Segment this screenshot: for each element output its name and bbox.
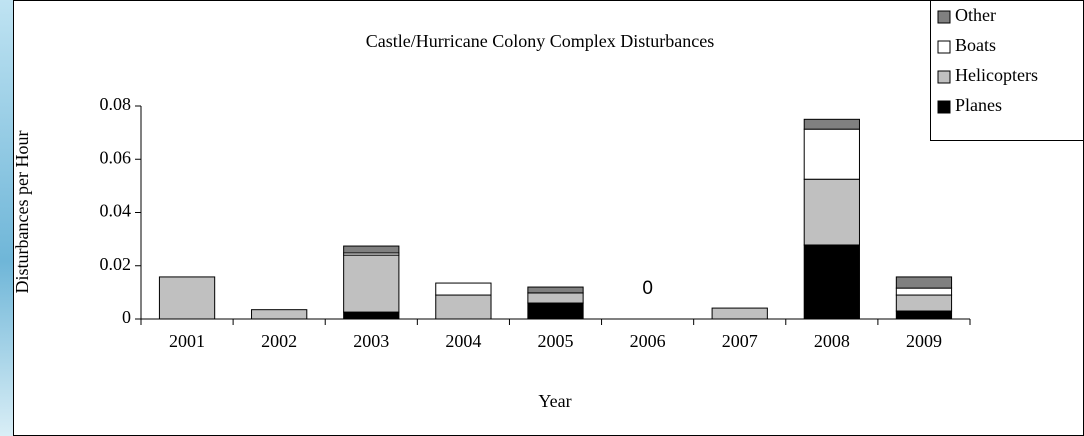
bar-segment <box>158 276 216 320</box>
bar-segment <box>527 286 584 294</box>
bar-segment <box>343 311 400 320</box>
background-strip <box>0 0 14 436</box>
x-tick-label: 2004 <box>445 331 481 351</box>
y-tick-label: 0 <box>122 307 131 327</box>
chart-title: Castle/Hurricane Colony Complex Disturba… <box>366 31 714 51</box>
legend-label: Planes <box>955 95 1002 115</box>
chart-frame <box>13 0 1084 436</box>
bar-segment <box>895 276 953 289</box>
x-tick-label: 2005 <box>538 331 574 351</box>
y-tick-label: 0.04 <box>100 201 132 221</box>
legend-swatch <box>937 10 951 24</box>
bar-segment <box>895 287 953 296</box>
y-tick-label: 0.02 <box>100 254 132 274</box>
x-tick-label: 2008 <box>814 331 850 351</box>
y-tick-label: 0.08 <box>100 94 132 114</box>
bar-segment <box>435 294 492 320</box>
bar-segment <box>711 307 768 320</box>
x-tick-label: 2007 <box>722 331 758 351</box>
bar-segment <box>803 244 860 320</box>
y-axis-label: Disturbances per Hour <box>12 131 32 294</box>
x-tick-label: 2003 <box>353 331 389 351</box>
bar-segment <box>343 254 400 313</box>
annotation: 0 <box>642 278 653 299</box>
x-tick-label: 2006 <box>630 331 666 351</box>
x-tick-label: 2009 <box>906 331 942 351</box>
legend-swatch <box>937 100 951 114</box>
bar-segment <box>895 294 953 312</box>
legend-label: Other <box>955 5 996 25</box>
bar-segment <box>527 292 584 304</box>
bar-segment <box>435 282 492 296</box>
x-tick-label: 2001 <box>169 331 205 351</box>
bar-segment <box>895 310 953 320</box>
bar-segment <box>803 118 860 130</box>
y-tick-label: 0.06 <box>100 147 132 167</box>
legend-label: Helicopters <box>955 65 1038 85</box>
bar-segment <box>803 178 860 246</box>
x-axis-label: Year <box>538 391 571 411</box>
bar-segment <box>803 128 860 180</box>
legend-label: Boats <box>955 35 996 55</box>
legend-swatch <box>937 70 951 84</box>
legend-swatch <box>937 40 951 54</box>
bar-segment <box>527 302 584 320</box>
bar-segment <box>343 245 400 254</box>
bar-segment <box>251 309 308 320</box>
x-tick-label: 2002 <box>261 331 297 351</box>
